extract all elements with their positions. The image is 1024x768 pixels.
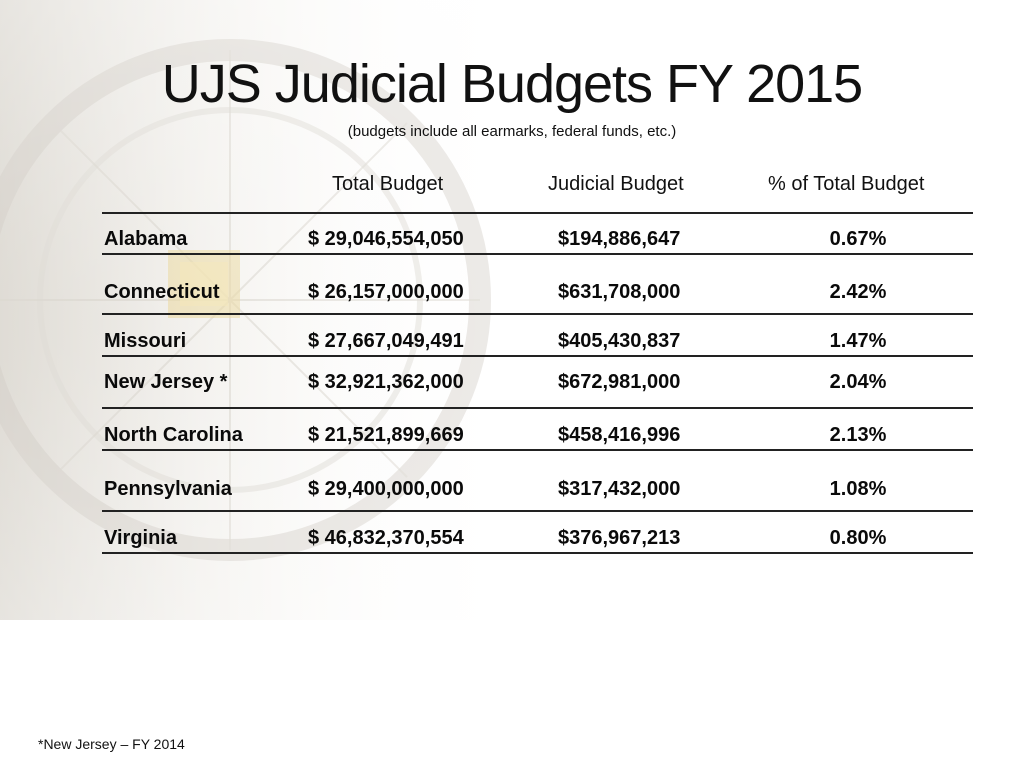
footnote: *New Jersey – FY 2014: [38, 736, 185, 752]
judicial-budget-value: $405,430,837: [558, 330, 681, 352]
table-top-rule: [102, 212, 973, 214]
total-budget-value: $ 32,921,362,000: [308, 371, 464, 393]
table-row: Virginia $ 46,832,370,554 $376,967,213 0…: [102, 512, 973, 554]
judicial-budget-value: $672,981,000: [558, 371, 681, 393]
total-budget-value: $ 26,157,000,000: [308, 281, 464, 303]
header-judicial-budget: Judicial Budget: [548, 173, 684, 195]
pct-total-value: 1.08%: [829, 478, 887, 500]
budget-table: Alabama $ 29,046,554,050 $194,886,647 0.…: [102, 214, 973, 554]
pct-total-value: 2.42%: [829, 281, 887, 303]
total-budget-value: $ 46,832,370,554: [308, 527, 464, 549]
judicial-budget-value: $194,886,647: [558, 228, 681, 250]
judicial-budget-value: $376,967,213: [558, 527, 681, 549]
slide-title: UJS Judicial Budgets FY 2015: [161, 54, 863, 114]
total-budget-value: $ 29,400,000,000: [308, 478, 464, 500]
pct-total-value: 0.80%: [829, 527, 887, 549]
total-budget-value: $ 21,521,899,669: [308, 424, 464, 446]
total-budget-value: $ 27,667,049,491: [308, 330, 464, 352]
state-name: Missouri: [104, 330, 187, 352]
table-row: New Jersey * $ 32,921,362,000 $672,981,0…: [102, 357, 973, 409]
state-name: Connecticut: [104, 281, 220, 303]
slide-subtitle: (budgets include all earmarks, federal f…: [347, 123, 677, 140]
judicial-budget-value: $631,708,000: [558, 281, 681, 303]
table-row: Missouri $ 27,667,049,491 $405,430,837 1…: [102, 315, 973, 357]
judicial-budget-value: $317,432,000: [558, 478, 681, 500]
total-budget-value: $ 29,046,554,050: [308, 228, 464, 250]
pct-total-value: 2.13%: [829, 424, 887, 446]
state-name: Pennsylvania: [104, 478, 232, 500]
header-total-budget: Total Budget: [332, 173, 444, 195]
table-header-row: Total Budget Judicial Budget % of Total …: [102, 171, 972, 197]
table-row: Pennsylvania $ 29,400,000,000 $317,432,0…: [102, 451, 973, 512]
state-name: New Jersey *: [104, 371, 228, 393]
state-name: Alabama: [104, 228, 188, 250]
table-row: Connecticut $ 26,157,000,000 $631,708,00…: [102, 255, 973, 315]
pct-total-value: 1.47%: [829, 330, 887, 352]
pct-total-value: 0.67%: [829, 228, 887, 250]
header-pct-total-budget: % of Total Budget: [768, 173, 925, 195]
judicial-budget-value: $458,416,996: [558, 424, 681, 446]
table-row: North Carolina $ 21,521,899,669 $458,416…: [102, 409, 973, 451]
table-row: Alabama $ 29,046,554,050 $194,886,647 0.…: [102, 214, 973, 255]
state-name: Virginia: [104, 527, 177, 549]
pct-total-value: 2.04%: [829, 371, 887, 393]
state-name: North Carolina: [104, 424, 243, 446]
